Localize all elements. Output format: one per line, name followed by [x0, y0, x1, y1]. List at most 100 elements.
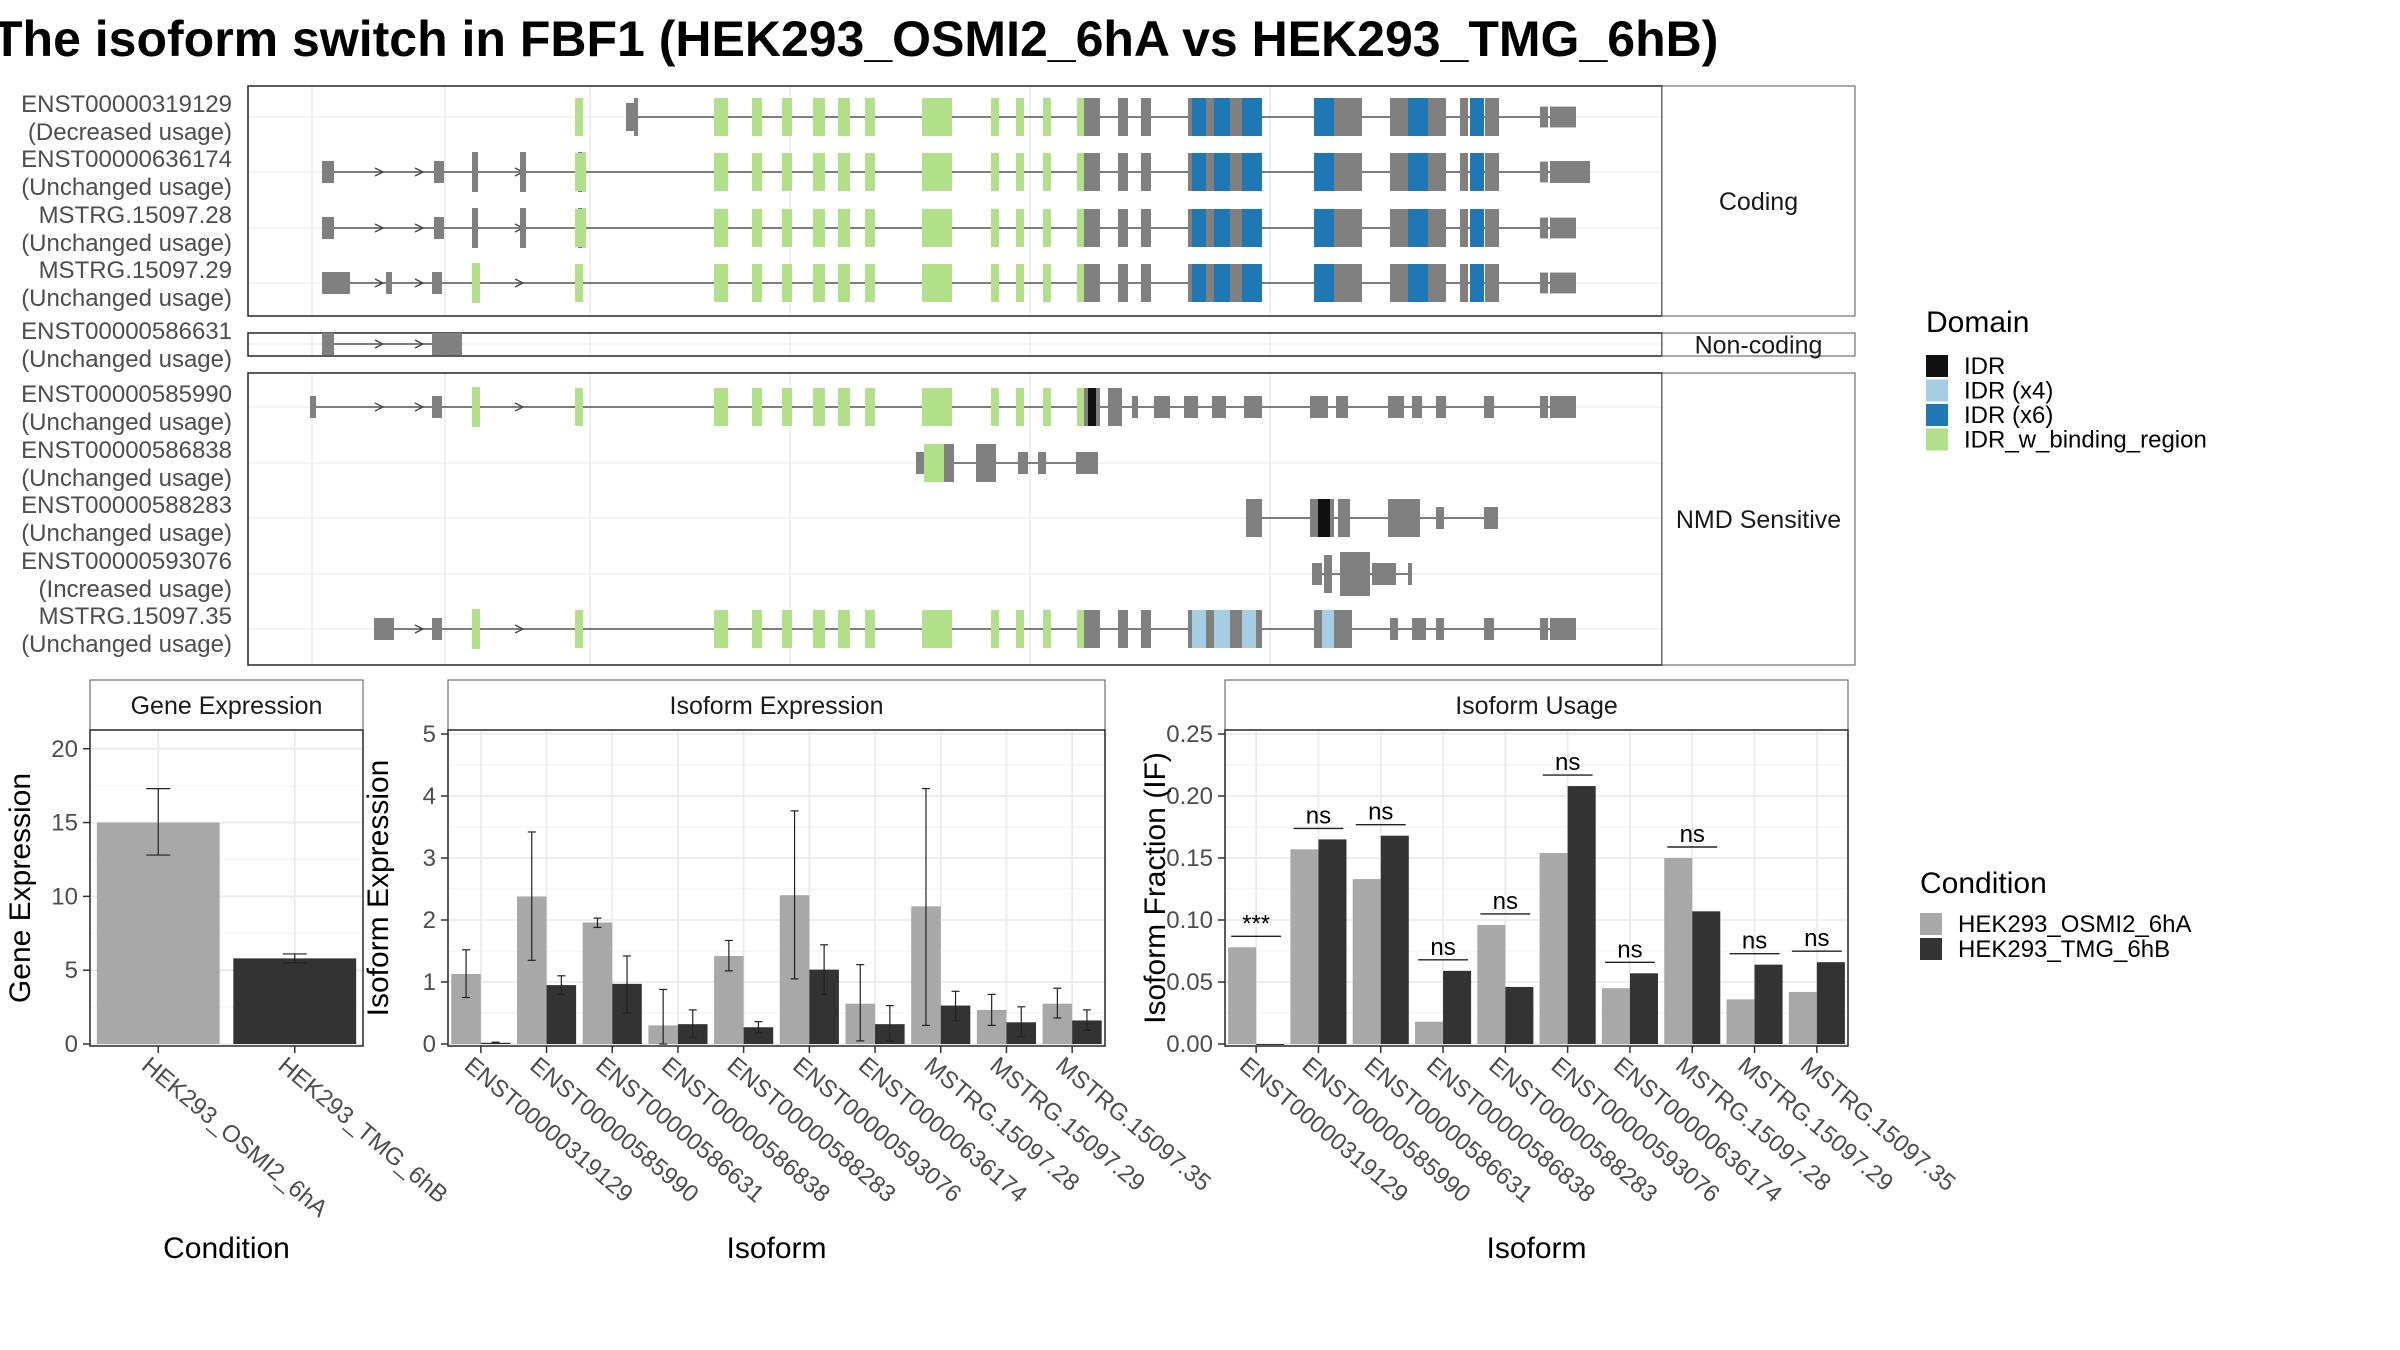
exon	[1246, 499, 1262, 537]
exon	[1428, 264, 1436, 302]
exon	[1408, 98, 1428, 136]
exon	[1154, 396, 1170, 418]
error-bar	[557, 975, 566, 996]
exon	[1212, 396, 1226, 418]
exon	[1484, 618, 1494, 640]
exon	[1077, 610, 1084, 648]
error-bar	[659, 988, 668, 1045]
exon	[813, 98, 825, 136]
exon	[991, 153, 999, 191]
exon	[922, 209, 952, 247]
exon	[1324, 555, 1332, 593]
exon	[1038, 452, 1046, 474]
exon	[432, 618, 442, 640]
plot-border	[447, 729, 1106, 1047]
error-bar	[527, 831, 536, 961]
exon	[838, 98, 850, 136]
exon	[1540, 272, 1548, 294]
chart-title: Gene Expression	[131, 692, 323, 720]
transcript-structure-panel: Coding Non-coding NMD Sensitive ENST0000031…	[21, 85, 1856, 666]
exon	[1460, 98, 1468, 136]
exon	[1016, 388, 1024, 426]
exon	[838, 610, 850, 648]
x-axis-title: Isoform	[726, 1232, 826, 1265]
y-tick-label: 0	[423, 1031, 436, 1058]
y-tick-label: 0.10	[1166, 907, 1213, 934]
exon	[1314, 209, 1334, 247]
x-axis-title: Condition	[163, 1232, 290, 1265]
significance-label: ns	[1680, 821, 1705, 848]
exon	[1084, 610, 1100, 648]
y-axis-title: Isoform Expression	[362, 760, 395, 1017]
exon	[1084, 153, 1100, 191]
exon	[1334, 153, 1344, 191]
y-tick-label: 15	[51, 810, 78, 837]
error-bar	[885, 1004, 894, 1042]
strand-arrow-icon	[374, 339, 385, 349]
bar	[743, 1027, 774, 1044]
exon	[1043, 153, 1051, 191]
significance-label: ns	[1430, 934, 1455, 961]
exon	[1484, 396, 1494, 418]
strand-arrow-icon	[414, 278, 425, 288]
exon	[1388, 499, 1420, 537]
exon	[1214, 209, 1230, 247]
bar	[1539, 853, 1568, 1044]
exon	[714, 209, 728, 247]
exon	[1188, 264, 1192, 302]
exon	[1310, 396, 1328, 418]
bar	[1505, 986, 1534, 1044]
bar	[1228, 947, 1257, 1044]
domain-legend-swatch	[1926, 379, 1948, 402]
exon	[1214, 98, 1230, 136]
exon	[575, 388, 583, 426]
error-bar	[1053, 987, 1062, 1019]
strand-arrow-icon	[514, 278, 525, 288]
error-bar	[856, 964, 865, 1042]
transcript-id-label: ENST00000593076	[21, 548, 232, 575]
exon	[1256, 610, 1262, 648]
transcript-id-label: MSTRG.15097.35	[39, 603, 232, 630]
transcript-id-label: ENST00000588283	[21, 492, 232, 519]
exon	[1408, 563, 1412, 585]
plot-border	[1224, 729, 1849, 1047]
error-bar	[987, 993, 996, 1027]
error-bar	[951, 990, 960, 1022]
exon	[991, 98, 999, 136]
facet-strip-label: Non-coding	[1695, 332, 1823, 360]
exon	[1314, 264, 1334, 302]
exon	[1404, 98, 1408, 136]
exon	[1016, 98, 1024, 136]
exon	[1404, 153, 1408, 191]
exon	[922, 98, 952, 136]
error-bar	[820, 944, 829, 996]
exon	[865, 610, 875, 648]
transcript-usage-label: (Unchanged usage)	[21, 285, 232, 312]
bar	[1256, 1044, 1285, 1045]
transcript-id-label: ENST00000585990	[21, 381, 232, 408]
exon	[1390, 153, 1404, 191]
transcript-id-label: MSTRG.15097.29	[39, 257, 232, 284]
domain-legend-label: IDR_w_binding_region	[1964, 427, 2207, 454]
y-tick-label: 3	[423, 845, 436, 872]
strand-arrow-icon	[374, 402, 385, 412]
transcript-usage-label: (Unchanged usage)	[21, 174, 232, 201]
exon	[1206, 209, 1214, 247]
transcript-id-label: ENST00000586631	[21, 318, 232, 345]
strand-arrow-icon	[514, 402, 525, 412]
exon	[1408, 153, 1428, 191]
exon	[1550, 618, 1576, 640]
y-axis-title: Isoform Fraction (IF)	[1139, 752, 1172, 1024]
bar	[1629, 973, 1658, 1044]
y-tick-label: 0	[65, 1031, 78, 1058]
bar	[1754, 964, 1783, 1044]
exon	[1230, 153, 1242, 191]
exon	[575, 98, 583, 136]
condition-legend-title: Condition	[1920, 867, 2047, 900]
exon	[1206, 98, 1214, 136]
exon	[1230, 610, 1242, 648]
exon	[1318, 499, 1330, 537]
exon	[1230, 264, 1242, 302]
exon	[1118, 610, 1128, 648]
exon	[1485, 209, 1499, 247]
